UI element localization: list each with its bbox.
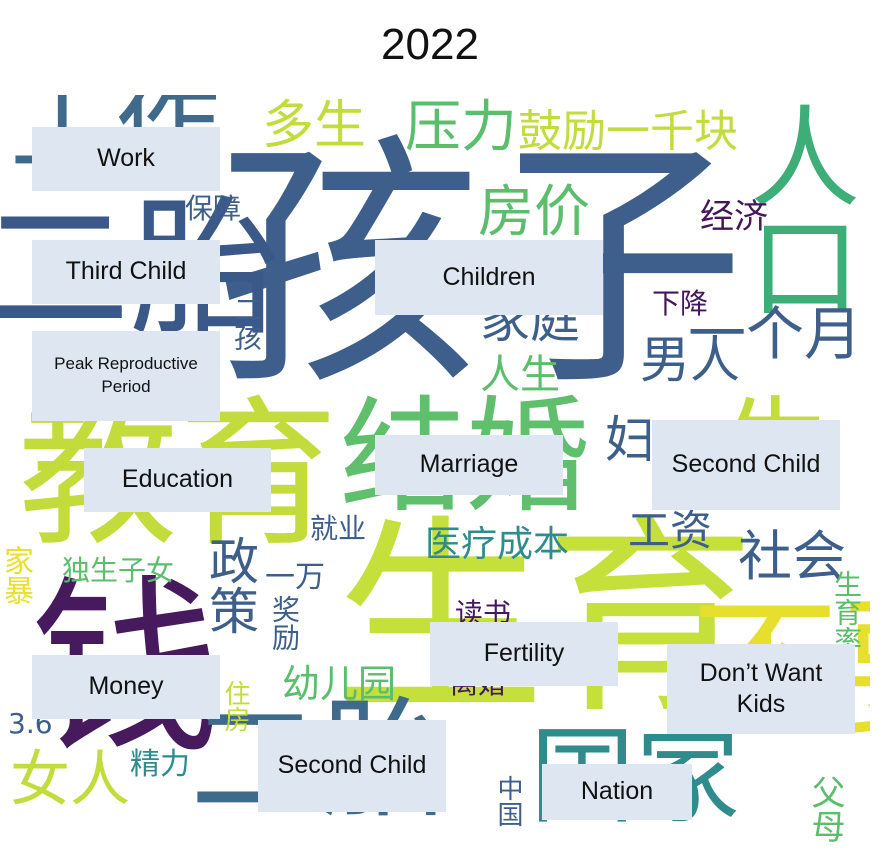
word-yiliao: 医疗成本 xyxy=(425,524,570,565)
label-second-child-bottom: Second Child xyxy=(258,720,446,812)
word-fangjia: 房价 xyxy=(478,180,590,245)
word-shehui: 社会 xyxy=(738,525,846,588)
word-zhongguo: 中国 xyxy=(493,775,523,827)
word-fu: 妇 xyxy=(605,411,655,469)
label-peak-reproductive-period: Peak Reproductive Period xyxy=(32,331,220,421)
word-jiabao: 家暴 xyxy=(0,545,33,605)
label-children: Children xyxy=(375,240,603,315)
label-work: Work xyxy=(32,127,220,191)
word-baozhang: 保障 xyxy=(185,192,242,225)
label-education: Education xyxy=(84,448,271,512)
label-fertility: Fertility xyxy=(430,622,618,686)
word-yiwan: 一万 xyxy=(265,560,325,595)
word-dushengzinv: 独生子女 xyxy=(62,554,175,587)
word-jiuye: 就业 xyxy=(310,512,367,545)
word-erhai: 二孩 xyxy=(230,295,263,351)
word-yigeyue: 一个月 xyxy=(688,300,863,368)
word-nvren: 女人 xyxy=(10,745,130,815)
word-youeryuan: 幼儿园 xyxy=(282,662,397,706)
label-marriage: Marriage xyxy=(375,435,563,495)
word-jiangli: 奖励 xyxy=(268,595,301,651)
word-jingji: 经济 xyxy=(700,197,768,237)
label-dont-want-kids: Don’t Want Kids xyxy=(667,644,855,734)
word-duosheng: 多生 xyxy=(262,96,367,156)
label-third-child: Third Child xyxy=(32,240,220,304)
label-money: Money xyxy=(32,655,220,719)
label-nation: Nation xyxy=(542,764,692,820)
label-second-child-right: Second Child xyxy=(652,420,840,510)
word-shenglv: 生育率 xyxy=(830,570,863,654)
word-nanren: 男人 xyxy=(640,331,740,389)
word-renkou: 人口 xyxy=(731,100,859,320)
word-jingli: 精力 xyxy=(130,747,190,782)
word-xiajiang: 下降 xyxy=(652,287,709,320)
word-yali: 压力 xyxy=(405,95,517,160)
word-fumu: 父母 xyxy=(805,775,845,843)
chart-title: 2022 xyxy=(381,20,479,69)
word-zhengce: 政策 xyxy=(201,535,259,635)
word-guli: 鼓励一千块 xyxy=(518,106,738,157)
word-gongzi: 工资 xyxy=(628,506,713,555)
word-zhufang: 住房 xyxy=(220,680,250,732)
word-rensheng: 人生 xyxy=(480,352,560,398)
